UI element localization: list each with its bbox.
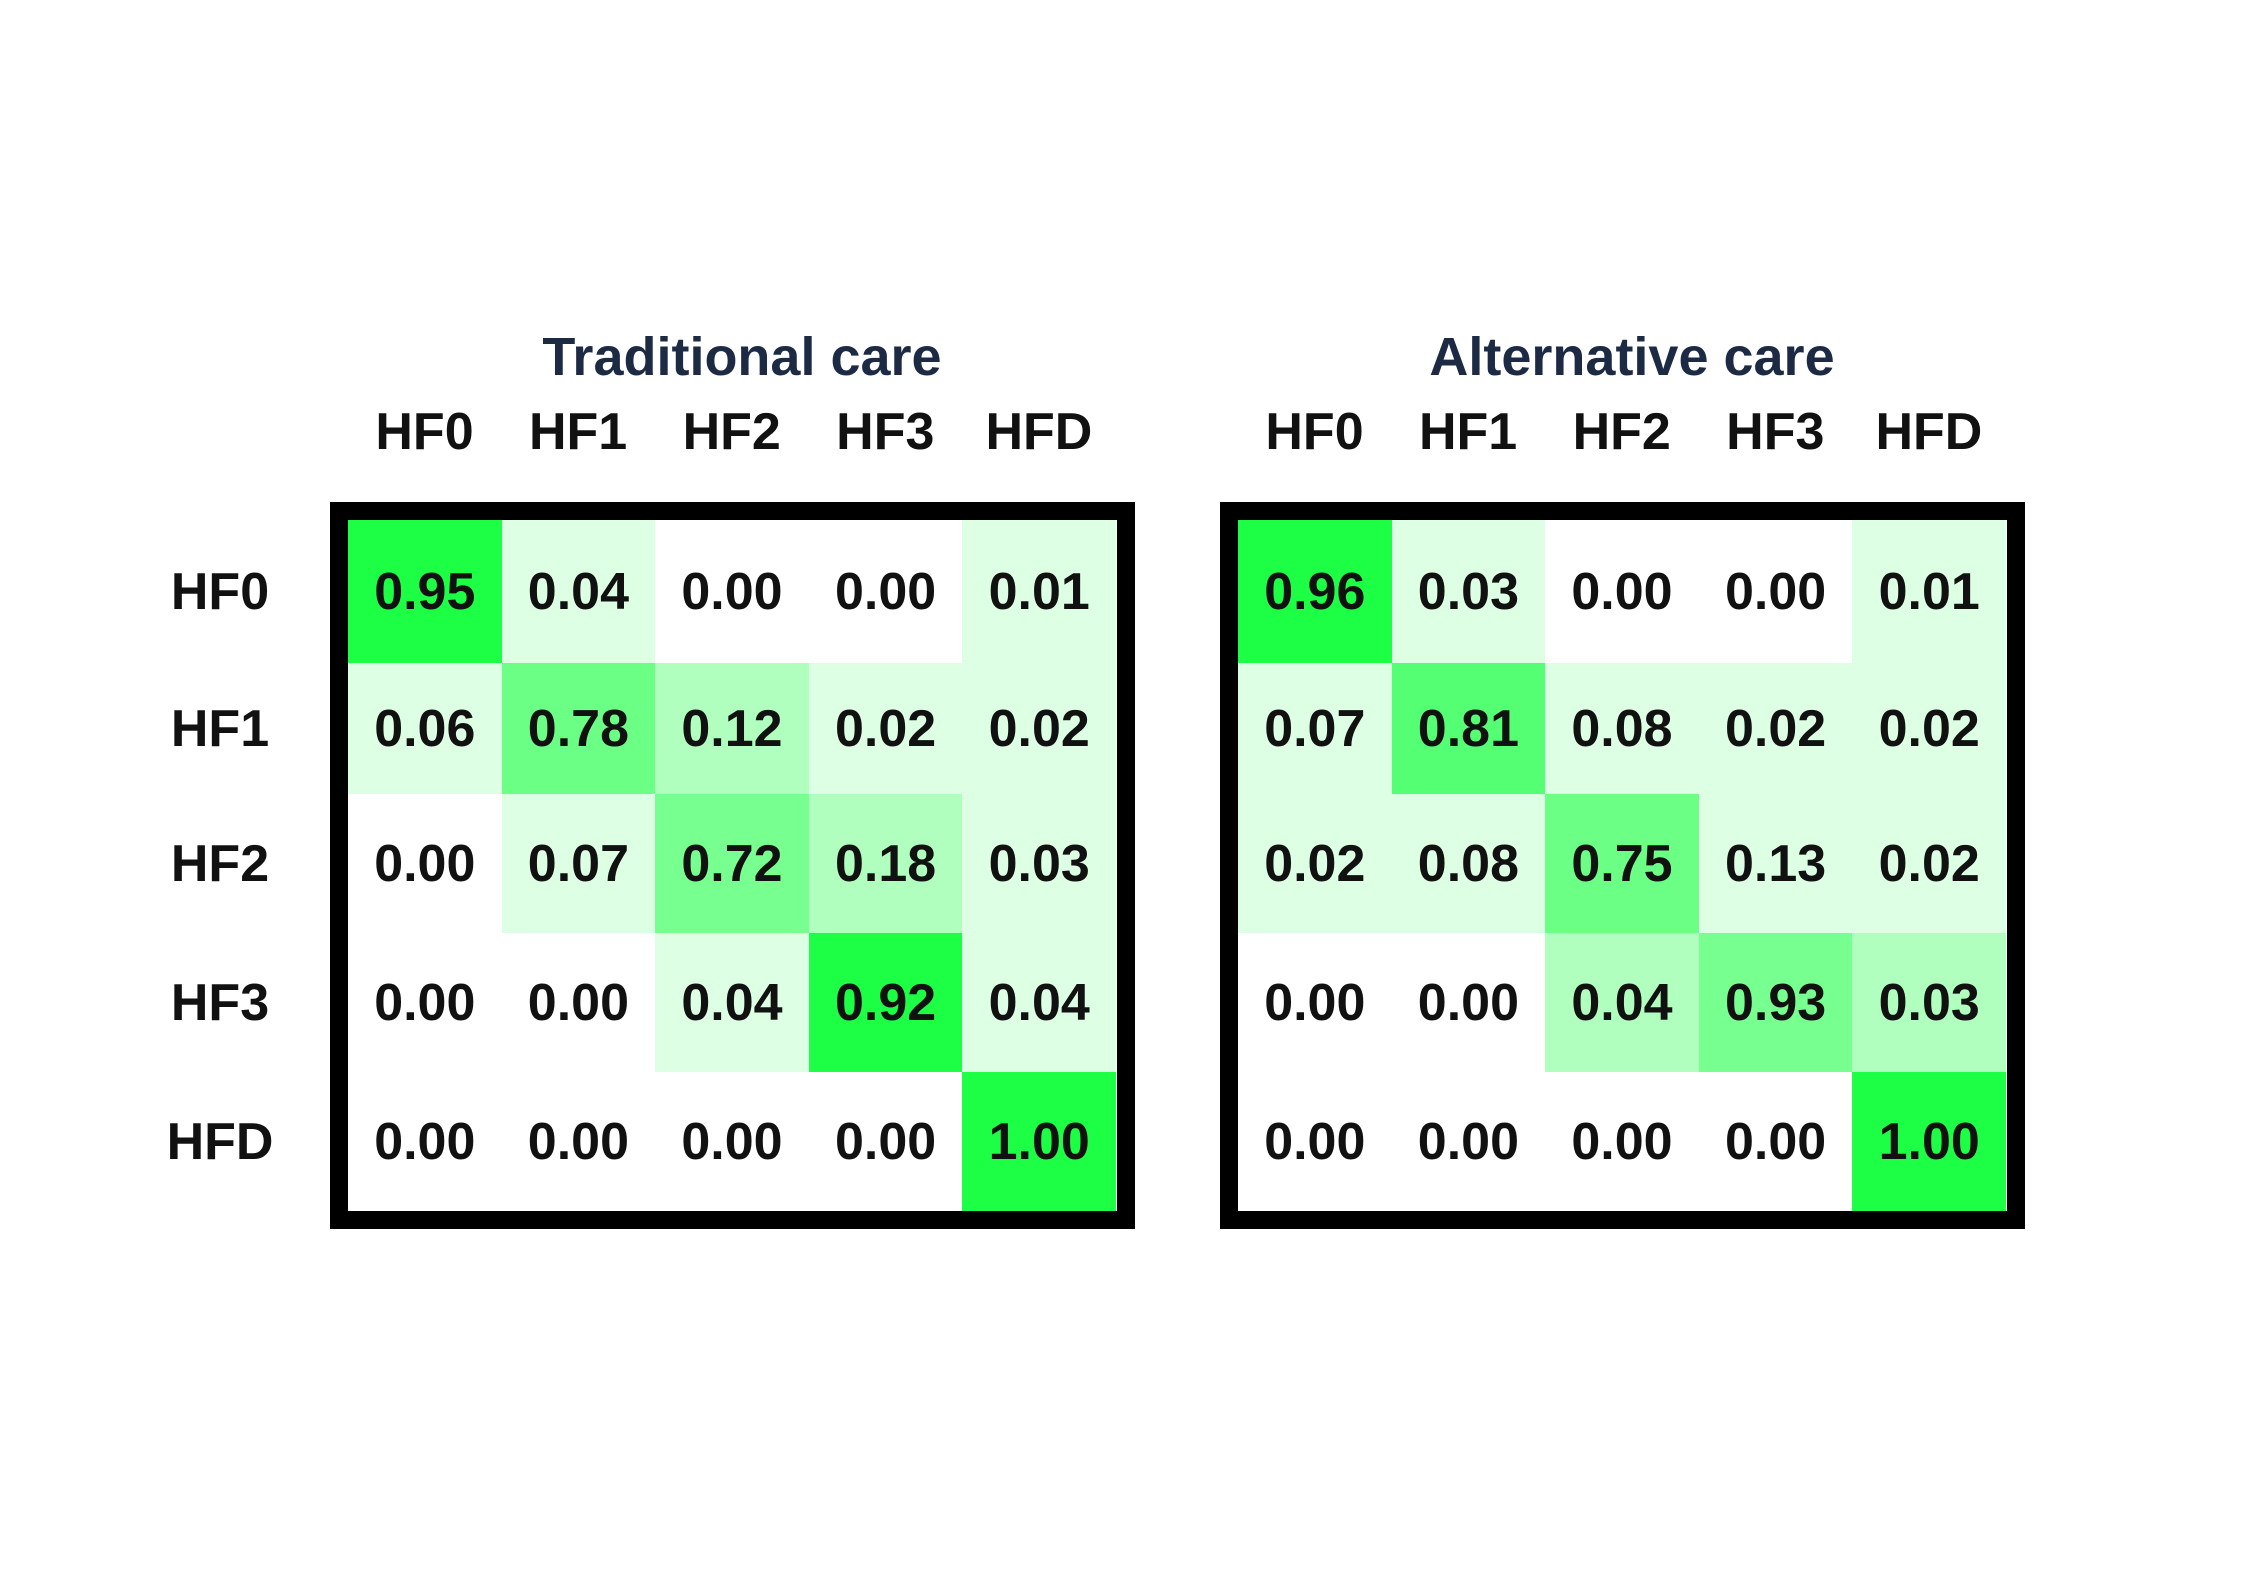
column-label: HF2 [682, 403, 781, 461]
heatmap-cell: 0.03 [1391, 520, 1546, 663]
column-label: HFD [1875, 403, 1983, 461]
heatmap-cell: 0.00 [348, 1072, 502, 1211]
column-label: HF3 [1726, 403, 1825, 461]
row-label: HFD [166, 1112, 274, 1171]
heatmap-cell: 1.00 [962, 1072, 1116, 1211]
heatmap-cell: 0.72 [655, 794, 809, 933]
heatmap-cell: 0.00 [501, 933, 656, 1072]
row-label: HF3 [170, 973, 270, 1032]
heatmap-cell: 0.03 [1852, 933, 2006, 1072]
heatmap-cell: 0.18 [808, 794, 963, 933]
heatmap-cell: 0.08 [1545, 663, 1699, 794]
heatmap-cell: 0.00 [348, 794, 502, 933]
heatmap-cell: 0.00 [501, 1072, 656, 1211]
heatmap-cell: 0.00 [655, 1072, 809, 1211]
heatmap-cell: 0.06 [348, 663, 502, 794]
heatmap-cell: 0.07 [501, 794, 656, 933]
heatmap-cell: 0.01 [962, 520, 1116, 663]
column-label: HF1 [528, 403, 628, 461]
heatmap-cell: 0.00 [348, 933, 502, 1072]
heatmap-cell: 0.93 [1698, 933, 1853, 1072]
heatmap-frame [330, 502, 1135, 1229]
heatmap-cell: 0.02 [808, 663, 963, 794]
heatmap-cell: 0.00 [1238, 933, 1392, 1072]
panel-title: Traditional care [542, 327, 942, 387]
heatmap-cell: 0.04 [962, 933, 1116, 1072]
heatmap-cell: 0.02 [1698, 663, 1853, 794]
heatmap-cell: 0.04 [1545, 933, 1699, 1072]
heatmap-cell: 0.00 [808, 1072, 963, 1211]
heatmap-cell: 0.04 [655, 933, 809, 1072]
heatmap-cell: 0.00 [1391, 1072, 1546, 1211]
row-label: HF1 [170, 699, 270, 758]
heatmap-cell: 0.07 [1238, 663, 1392, 794]
column-label: HF1 [1418, 403, 1518, 461]
heatmap-cell: 0.00 [1238, 1072, 1392, 1211]
column-label: HF2 [1572, 403, 1671, 461]
heatmap-cell: 0.75 [1545, 794, 1699, 933]
heatmap-cell: 0.02 [1852, 663, 2006, 794]
heatmap-cell: 0.95 [348, 520, 502, 663]
heatmap-cell: 0.04 [501, 520, 656, 663]
heatmap-cell: 0.00 [1698, 520, 1853, 663]
heatmap-cell: 0.12 [655, 663, 809, 794]
column-label: HFD [985, 403, 1093, 461]
heatmap-cell: 0.02 [1238, 794, 1392, 933]
heatmap-cell: 0.00 [1545, 1072, 1699, 1211]
heatmap-cell: 0.81 [1391, 663, 1546, 794]
heatmap-cell: 0.01 [1852, 520, 2006, 663]
heatmap-cell: 0.00 [1545, 520, 1699, 663]
column-label: HF0 [375, 403, 474, 461]
heatmap-cell: 0.00 [808, 520, 963, 663]
heatmap-cell: 0.02 [1852, 794, 2006, 933]
heatmap-cell: 1.00 [1852, 1072, 2006, 1211]
column-label: HF0 [1265, 403, 1364, 461]
row-label: HF0 [170, 562, 270, 621]
heatmap-cell: 0.78 [501, 663, 656, 794]
heatmap-cell: 0.02 [962, 663, 1116, 794]
panel-title: Alternative care [1429, 327, 1835, 387]
heatmap-cell: 0.00 [655, 520, 809, 663]
row-label: HF2 [170, 834, 270, 893]
heatmap-cell: 0.96 [1238, 520, 1392, 663]
heatmap-cell: 0.08 [1391, 794, 1546, 933]
heatmap-cell: 0.13 [1698, 794, 1853, 933]
column-label: HF3 [836, 403, 935, 461]
heatmap-cell: 0.92 [808, 933, 963, 1072]
heatmap-cell: 0.00 [1698, 1072, 1853, 1211]
heatmap-frame [1220, 502, 2025, 1229]
heatmap-cell: 0.00 [1391, 933, 1546, 1072]
heatmap-cell: 0.03 [962, 794, 1116, 933]
